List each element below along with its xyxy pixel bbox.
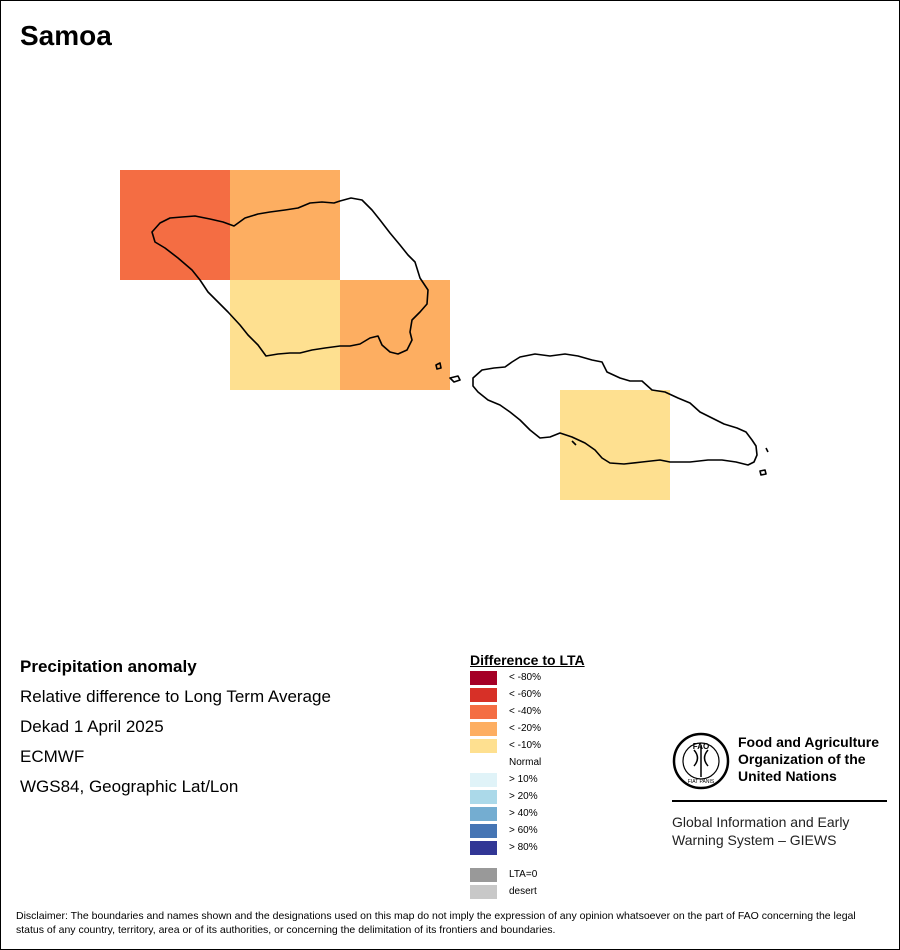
giews-label: Global Information and Early Warning Sys… — [672, 813, 900, 849]
legend-label: < -20% — [509, 723, 541, 734]
cell-upolu-south — [560, 390, 670, 500]
legend-swatch — [470, 868, 497, 882]
fao-org-name-line: United Nations — [738, 768, 837, 784]
cell-savaii-north — [230, 170, 340, 280]
legend-label: > 60% — [509, 825, 538, 836]
legend-label: > 10% — [509, 774, 538, 785]
legend-swatch — [470, 688, 497, 702]
fao-emblem-motto: FIAT PANIS — [688, 779, 715, 785]
legend-label: < -40% — [509, 706, 541, 717]
giews-line: Global Information and Early — [672, 814, 850, 830]
fao-org-name: Food and Agriculture Organization of the… — [738, 734, 898, 785]
info-line: Dekad 1 April 2025 — [20, 717, 164, 736]
map-title: Samoa — [20, 20, 112, 51]
legend: Difference to LTA < -80% < -60% < -40% < -2… — [470, 652, 585, 899]
legend-swatch — [470, 671, 497, 685]
legend-label: < -60% — [509, 689, 541, 700]
cell-savaii-east — [340, 280, 450, 390]
small-islet — [571, 440, 577, 446]
legend-label: < -10% — [509, 740, 541, 751]
map-info: Precipitation anomaly Relative differenc… — [20, 656, 331, 806]
upolu-island-outline — [472, 353, 758, 466]
legend-swatch — [470, 885, 497, 899]
legend-title: Difference to LTA — [470, 652, 585, 668]
map-canvas — [120, 170, 769, 500]
legend-swatch — [470, 722, 497, 736]
legend-label: > 80% — [509, 842, 538, 853]
fao-org-name-line: Food and Agriculture — [738, 734, 880, 750]
legend-swatch — [470, 773, 497, 787]
legend-swatch — [470, 705, 497, 719]
cell-savaii-south — [230, 280, 340, 390]
legend-label: desert — [509, 886, 537, 897]
legend-swatch — [470, 807, 497, 821]
cell-savaii-west — [120, 170, 230, 280]
legend-label: > 40% — [509, 808, 538, 819]
info-line: WGS84, Geographic Lat/Lon — [20, 777, 239, 796]
small-islet — [449, 375, 461, 383]
legend-label: < -80% — [509, 672, 541, 683]
fao-emblem-letters: FAO — [693, 742, 709, 751]
disclaimer: Disclaimer: The boundaries and names sho… — [16, 910, 856, 936]
small-islet — [759, 469, 767, 476]
small-islet — [765, 447, 769, 453]
fao-org-name-line: Organization of the — [738, 751, 866, 767]
legend-label: > 20% — [509, 791, 538, 802]
info-line: Relative difference to Long Term Average — [20, 687, 331, 706]
legend-label: LTA=0 — [509, 869, 538, 880]
legend-swatch — [470, 790, 497, 804]
info-heading: Precipitation anomaly — [20, 657, 197, 676]
legend-swatch — [470, 739, 497, 753]
legend-items: < -80% < -60% < -40% < -20% < -10% Normal > 10… — [470, 671, 600, 911]
fao-emblem-icon: FAO FIAT PANIS — [672, 732, 730, 790]
legend-label: Normal — [509, 757, 542, 768]
info-line: ECMWF — [20, 747, 85, 766]
logo-divider — [672, 800, 887, 802]
savaii-island-outline — [151, 197, 429, 357]
giews-line: Warning System – GIEWS — [672, 832, 837, 848]
legend-swatch — [470, 824, 497, 838]
small-islet — [435, 362, 442, 370]
legend-swatch — [470, 841, 497, 855]
